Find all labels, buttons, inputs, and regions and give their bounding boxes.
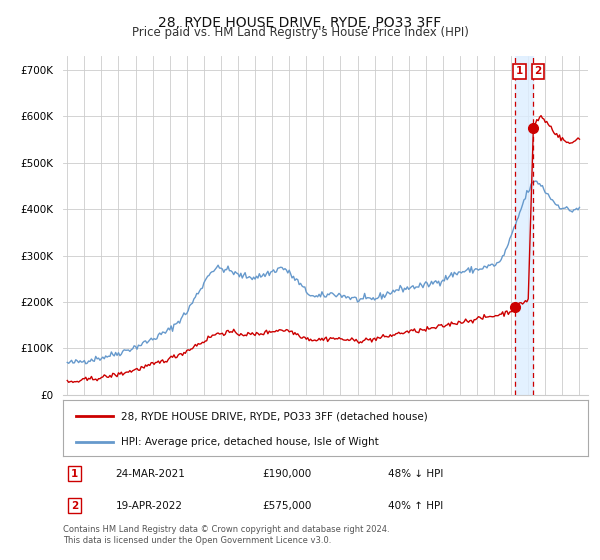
Text: 48% ↓ HPI: 48% ↓ HPI bbox=[389, 469, 444, 479]
Text: Contains HM Land Registry data © Crown copyright and database right 2024.
This d: Contains HM Land Registry data © Crown c… bbox=[63, 525, 389, 545]
Text: Price paid vs. HM Land Registry's House Price Index (HPI): Price paid vs. HM Land Registry's House … bbox=[131, 26, 469, 39]
Text: HPI: Average price, detached house, Isle of Wight: HPI: Average price, detached house, Isle… bbox=[121, 437, 379, 447]
Text: 40% ↑ HPI: 40% ↑ HPI bbox=[389, 501, 444, 511]
Text: £190,000: £190,000 bbox=[263, 469, 312, 479]
Text: 28, RYDE HOUSE DRIVE, RYDE, PO33 3FF: 28, RYDE HOUSE DRIVE, RYDE, PO33 3FF bbox=[158, 16, 442, 30]
Text: 19-APR-2022: 19-APR-2022 bbox=[115, 501, 182, 511]
Text: 2: 2 bbox=[71, 501, 78, 511]
Bar bbox=[515, 56, 533, 395]
Text: 1: 1 bbox=[71, 469, 78, 479]
Text: 2: 2 bbox=[534, 66, 541, 76]
Text: 24-MAR-2021: 24-MAR-2021 bbox=[115, 469, 185, 479]
Text: 1: 1 bbox=[516, 66, 523, 76]
Text: £575,000: £575,000 bbox=[263, 501, 312, 511]
Text: 28, RYDE HOUSE DRIVE, RYDE, PO33 3FF (detached house): 28, RYDE HOUSE DRIVE, RYDE, PO33 3FF (de… bbox=[121, 411, 427, 421]
